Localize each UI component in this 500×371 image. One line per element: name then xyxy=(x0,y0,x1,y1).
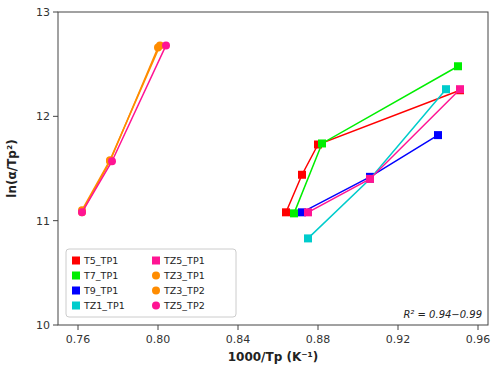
series-line xyxy=(294,66,458,213)
plot-frame xyxy=(58,12,488,325)
legend-label: T5_TP1 xyxy=(83,255,118,266)
x-tick xyxy=(78,325,79,330)
x-tick xyxy=(158,325,159,330)
data-point xyxy=(454,62,462,70)
x-tick-label: 0.84 xyxy=(226,333,251,346)
data-point xyxy=(456,85,464,93)
annotation: R² = 0.94−0.99 xyxy=(403,309,482,320)
legend-label: TZ3_TP2 xyxy=(163,285,205,296)
data-point xyxy=(434,131,442,139)
data-point xyxy=(304,234,312,242)
data-point xyxy=(78,208,86,216)
plot-data xyxy=(78,41,464,242)
x-tick-label: 0.76 xyxy=(66,333,91,346)
legend-marker xyxy=(72,257,80,265)
x-tick-label: 0.96 xyxy=(466,333,491,346)
data-point xyxy=(298,171,306,179)
x-axis-label: 1000/Tp (K⁻¹) xyxy=(228,350,319,364)
x-tick xyxy=(318,325,319,330)
y-tick xyxy=(53,116,58,117)
legend-marker xyxy=(72,287,80,295)
chart: 0.76 0.80 0.84 0.88 0.92 0.96 10 11 12 13 1000/Tp … xyxy=(0,0,500,371)
legend-marker xyxy=(152,287,160,295)
legend-label: TZ1_TP1 xyxy=(83,300,125,311)
y-tick xyxy=(53,325,58,326)
x-tick-label: 0.80 xyxy=(146,333,171,346)
data-point xyxy=(366,175,374,183)
y-tick-label: 12 xyxy=(36,110,50,123)
legend-marker xyxy=(152,302,160,310)
data-point xyxy=(366,175,374,183)
y-tick-label: 10 xyxy=(36,319,50,332)
series-line xyxy=(82,45,166,212)
legend-label: TZ3_TP1 xyxy=(163,270,205,281)
series-line xyxy=(308,89,460,212)
data-point xyxy=(78,208,86,216)
series-line xyxy=(82,45,160,210)
legend-marker xyxy=(72,302,80,310)
data-point xyxy=(162,41,170,49)
y-tick-label: 11 xyxy=(36,215,50,228)
x-tick xyxy=(478,325,479,330)
x-tick xyxy=(398,325,399,330)
legend: T5_TP1 T7_TP1 T9_TP1 TZ1_TP1 TZ5_TP1 TZ3_TP1 T… xyxy=(66,249,236,317)
legend-label: T7_TP1 xyxy=(83,270,118,281)
legend-marker xyxy=(152,257,160,265)
series-line xyxy=(286,90,460,212)
x-tick xyxy=(238,325,239,330)
legend-box xyxy=(66,249,236,317)
x-tick-label: 0.88 xyxy=(306,333,331,346)
data-point xyxy=(304,208,312,216)
legend-label: T9_TP1 xyxy=(83,285,118,296)
data-point xyxy=(108,157,116,165)
data-point xyxy=(442,85,450,93)
x-tick-label: 0.92 xyxy=(386,333,411,346)
legend-marker xyxy=(152,272,160,280)
series-line xyxy=(302,135,438,212)
data-point xyxy=(282,208,290,216)
legend-label: TZ5_TP1 xyxy=(163,255,205,266)
y-tick-label: 13 xyxy=(36,6,50,19)
series-line xyxy=(308,89,446,238)
y-tick xyxy=(53,12,58,13)
legend-label: TZ5_TP2 xyxy=(163,300,205,311)
data-point xyxy=(318,139,326,147)
series-line xyxy=(82,47,158,212)
legend-marker xyxy=(72,272,80,280)
y-tick xyxy=(53,220,58,221)
data-point xyxy=(290,209,298,217)
y-axis-label: ln(α/Tp²) xyxy=(5,139,19,197)
